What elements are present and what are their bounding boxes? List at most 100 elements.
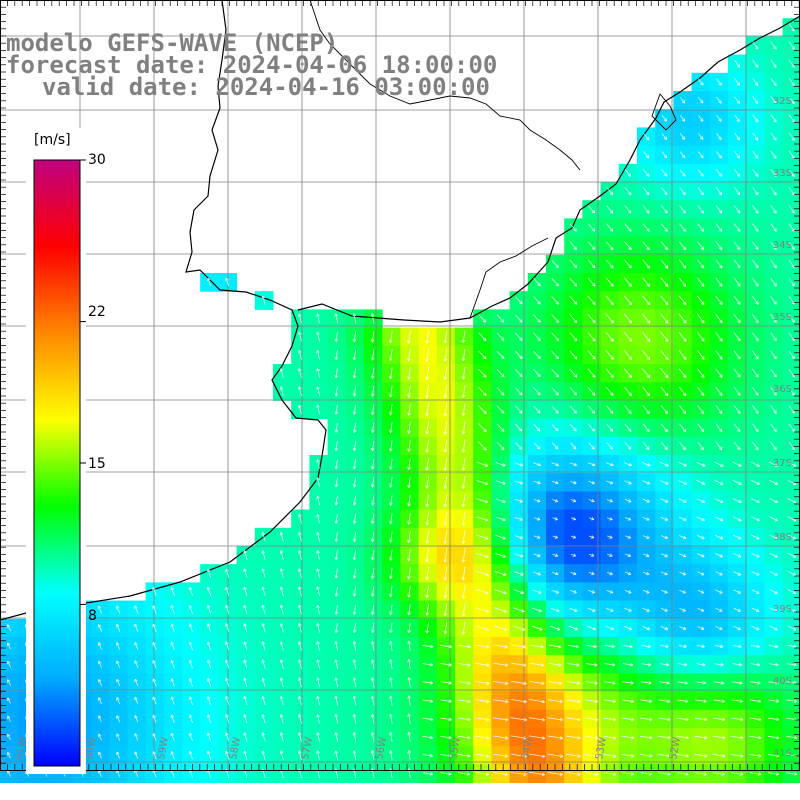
wind-arrow <box>769 498 779 504</box>
wind-arrow <box>787 534 797 540</box>
wind-arrow <box>261 568 266 578</box>
wind-arrow <box>389 422 393 434</box>
wind-arrow <box>751 350 759 360</box>
wind-arrow <box>443 494 448 508</box>
wind-arrow <box>752 150 759 159</box>
wind-arrow <box>478 350 487 360</box>
wind-cell <box>782 473 800 492</box>
wind-arrow <box>770 96 777 105</box>
wind-arrow <box>352 422 357 433</box>
wind-arrow <box>678 368 687 378</box>
wind-cell <box>782 236 800 256</box>
wind-arrow <box>569 259 578 269</box>
wind-arrow <box>298 313 302 324</box>
wind-cell <box>782 546 800 565</box>
wind-arrow <box>642 498 650 503</box>
wind-arrow <box>389 495 393 506</box>
wind-arrow <box>788 77 795 87</box>
wind-arrow <box>607 535 613 539</box>
wind-arrow <box>461 530 466 544</box>
wind-arrow <box>715 441 723 451</box>
wind-arrow <box>569 368 578 378</box>
wind-arrow <box>551 571 559 576</box>
wind-arrow <box>624 241 632 251</box>
wind-arrow <box>298 550 302 560</box>
wind-arrow <box>389 367 393 380</box>
wind-arrow <box>660 205 668 214</box>
wind-arrow <box>696 534 705 540</box>
lat-label: 38S <box>773 532 792 543</box>
wind-arrow <box>715 405 723 414</box>
wind-arrow <box>407 530 411 544</box>
wind-arrow <box>425 348 430 362</box>
wind-arrow <box>752 387 759 396</box>
colorbar-unit: [m/s] <box>34 132 71 148</box>
wind-arrow <box>733 405 741 414</box>
wind-arrow <box>587 368 596 378</box>
wind-arrow <box>770 59 777 68</box>
wind-arrow <box>623 295 632 306</box>
wind-arrow <box>425 330 430 344</box>
wind-arrow <box>443 548 448 563</box>
wind-arrow <box>661 187 668 196</box>
wind-arrow <box>225 277 230 287</box>
wind-arrow <box>551 462 559 467</box>
wind-arrow <box>334 459 339 470</box>
wind-arrow <box>352 550 357 561</box>
wind-arrow <box>606 405 614 414</box>
wind-arrow <box>588 423 595 432</box>
wind-arrow <box>606 442 613 450</box>
wind-arrow <box>697 277 705 287</box>
wind-arrow <box>697 169 704 177</box>
wind-arrow <box>476 516 489 522</box>
wind-cell <box>782 109 800 128</box>
lat-label: 41S <box>773 748 792 759</box>
wind-arrow <box>370 422 375 433</box>
wind-arrow <box>788 405 795 414</box>
wind-arrow <box>461 566 466 581</box>
wind-arrow <box>623 331 633 342</box>
wind-arrow <box>734 187 741 196</box>
wind-arrow <box>623 368 632 378</box>
wind-arrow <box>206 568 212 578</box>
wind-arrow <box>715 259 723 269</box>
wind-cell <box>782 582 800 602</box>
wind-arrow <box>298 350 302 360</box>
wind-arrow <box>770 150 777 159</box>
wind-arrow <box>551 480 559 485</box>
wind-arrow <box>298 513 302 524</box>
wind-arrow <box>587 405 596 414</box>
wind-arrow <box>478 405 487 415</box>
wind-arrow <box>716 133 722 140</box>
wind-arrow <box>770 277 777 287</box>
wind-arrow <box>715 332 723 342</box>
wind-arrow <box>642 205 650 214</box>
wind-arrow <box>515 314 523 323</box>
wind-arrow <box>370 477 375 488</box>
wind-arrow <box>661 151 668 159</box>
colorbar <box>26 128 86 774</box>
wind-arrow <box>407 385 411 398</box>
wind-arrow <box>660 259 669 269</box>
wind-arrow <box>606 205 614 214</box>
wind-arrow <box>370 404 375 415</box>
wind-arrow <box>733 571 742 576</box>
wind-arrow <box>678 313 687 324</box>
wind-arrow <box>733 552 742 558</box>
wind-arrow <box>733 368 741 378</box>
wind-arrow <box>660 498 669 503</box>
wind-arrow <box>751 552 760 558</box>
wind-arrow <box>425 566 430 580</box>
wind-arrow <box>407 366 411 380</box>
wind-arrow <box>588 517 595 521</box>
wind-arrow <box>515 350 523 360</box>
wind-arrow <box>587 241 596 250</box>
wind-arrow <box>605 368 614 378</box>
wind-arrow <box>569 332 578 342</box>
wind-arrow <box>461 475 466 489</box>
wind-arrow <box>788 41 795 50</box>
wind-arrow <box>495 498 506 503</box>
wind-arrow <box>425 512 429 526</box>
wind-arrow <box>495 516 506 522</box>
lat-label: 32S <box>773 96 792 107</box>
